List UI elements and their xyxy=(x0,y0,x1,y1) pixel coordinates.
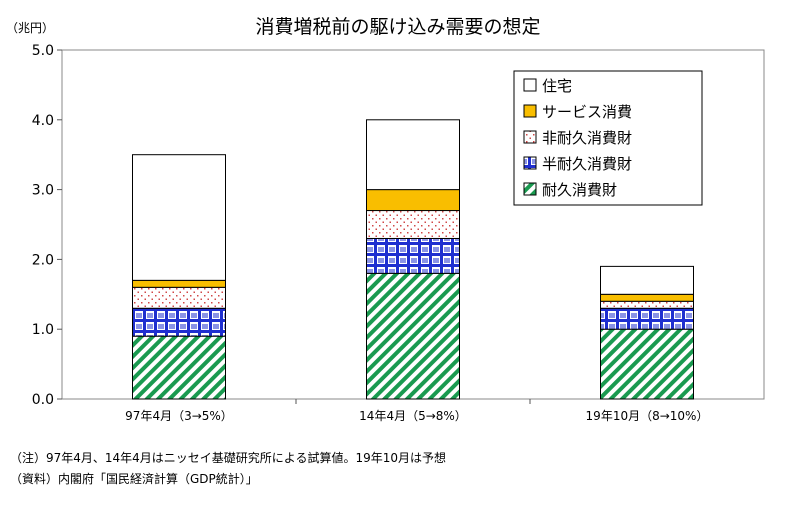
legend-swatch-サービス消費 xyxy=(523,104,537,118)
y-tick-label: 1.0 xyxy=(32,322,54,338)
bar-segment-97-4-3-5--住宅 xyxy=(132,154,226,281)
stacked-bar-chart: 消費増税前の駆け込み需要の想定 （兆円） 0.0 1.0 2.0 3.0 4.0 5.0 9… xyxy=(6,16,765,423)
bar-segment-19-10-8-10--非耐久消費財 xyxy=(600,300,694,309)
y-tick-label: 0.0 xyxy=(32,392,54,408)
y-axis-unit-label: （兆円） xyxy=(6,21,54,35)
bar-segment-97-4-3-5--耐久消費財 xyxy=(132,335,226,400)
legend-label-非耐久消費財: 非耐久消費財 xyxy=(542,129,632,147)
bar-segment-19-10-8-10--住宅 xyxy=(600,265,694,295)
x-category-label: 97年4月（3→5%） xyxy=(125,409,233,423)
legend-label-半耐久消費財: 半耐久消費財 xyxy=(542,155,632,173)
bar-segment-14-4-5-8--耐久消費財 xyxy=(366,272,460,400)
x-category-label: 19年10月（8→10%） xyxy=(586,409,709,423)
footnote-source: （資料）内閣府「国民経済計算（GDP統計）」 xyxy=(10,472,258,486)
footnote-note: （注）97年4月、14年4月はニッセイ基礎研究所による試算値。19年10月は予想 xyxy=(10,451,446,465)
bar-segment-97-4-3-5--サービス消費 xyxy=(132,279,226,288)
legend-box xyxy=(513,70,703,206)
bar-segment-14-4-5-8--非耐久消費財 xyxy=(366,210,460,239)
legend-swatch-住宅 xyxy=(523,78,537,92)
bar-segment-14-4-5-8--半耐久消費財 xyxy=(366,237,460,274)
bar-segment-14-4-5-8--サービス消費 xyxy=(366,189,460,212)
legend-swatch-耐久消費財 xyxy=(523,182,537,196)
legend-label-サービス消費: サービス消費 xyxy=(542,103,632,121)
legend-label-耐久消費財: 耐久消費財 xyxy=(542,181,617,199)
legend-swatch-半耐久消費財 xyxy=(523,156,537,170)
bar-segment-14-4-5-8--住宅 xyxy=(366,119,460,191)
legend-label-住宅: 住宅 xyxy=(542,77,572,95)
y-tick-label: 2.0 xyxy=(32,252,54,268)
bar-segment-97-4-3-5--半耐久消費財 xyxy=(132,307,226,337)
footnotes: （注）97年4月、14年4月はニッセイ基礎研究所による試算値。19年10月は予想… xyxy=(10,448,446,490)
y-tick-label: 5.0 xyxy=(32,43,54,59)
y-tick-label: 3.0 xyxy=(32,183,54,199)
x-category-label: 14年4月（5→8%） xyxy=(359,409,467,423)
plot-area: 0.0 1.0 2.0 3.0 4.0 5.0 97年4月（3→5%） 14年4月（5→8%）… xyxy=(32,43,765,423)
chart-title: 消費増税前の駆け込み需要の想定 xyxy=(255,16,540,38)
bar-segment-97-4-3-5--非耐久消費財 xyxy=(132,286,226,309)
bar-segment-19-10-8-10--耐久消費財 xyxy=(600,328,694,400)
bar-segment-19-10-8-10--サービス消費 xyxy=(600,293,694,302)
legend-swatch-非耐久消費財 xyxy=(523,130,537,144)
y-tick-label: 4.0 xyxy=(32,113,54,129)
bar-segment-19-10-8-10--半耐久消費財 xyxy=(600,307,694,330)
